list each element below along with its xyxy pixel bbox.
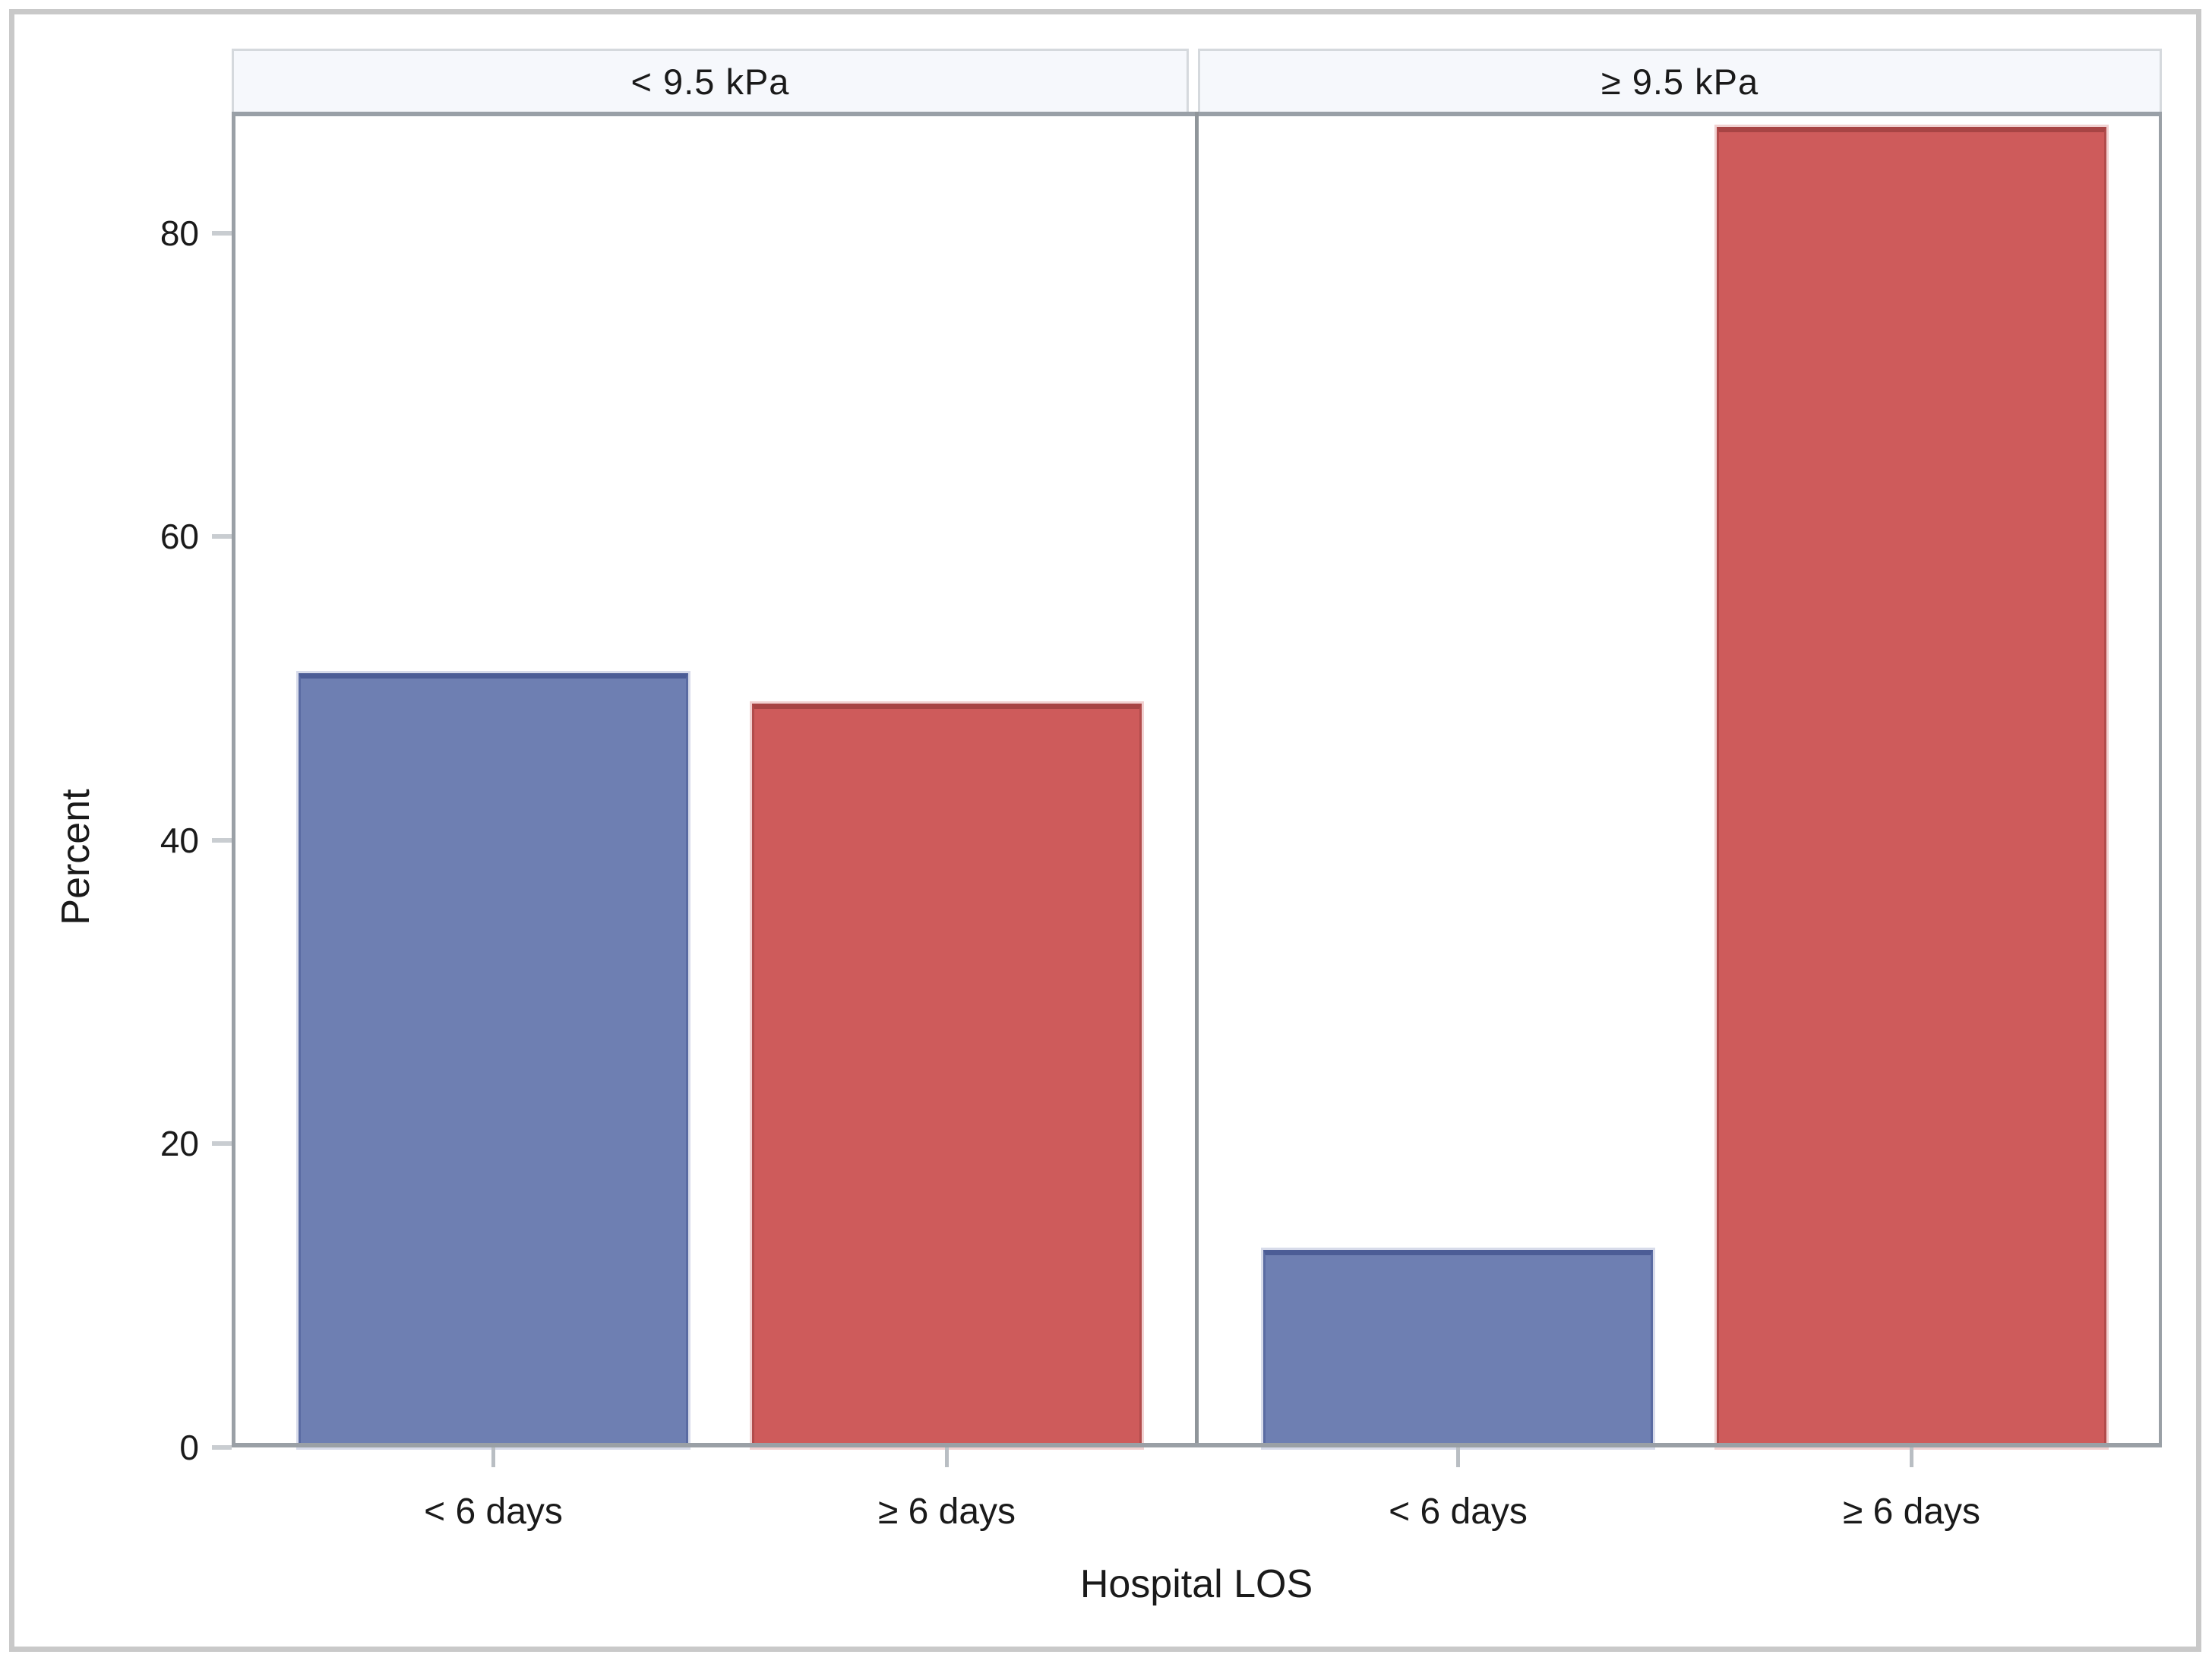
bar-ge95kpa-ge6days bbox=[1717, 127, 2106, 1447]
panel-header-lt-9-5-kpa: < 9.5 kPa bbox=[232, 49, 1189, 112]
y-tick-mark-60 bbox=[212, 534, 232, 539]
y-tick-label-80: 80 bbox=[160, 214, 199, 253]
panel-header-label: ≥ 9.5 kPa bbox=[1601, 61, 1759, 102]
x-tick-mark-ge6days-right bbox=[1909, 1447, 1913, 1467]
x-category-label-ge6days-left: ≥ 6 days bbox=[877, 1492, 1016, 1532]
y-tick-label-0: 0 bbox=[179, 1428, 199, 1467]
y-tick-label-20: 20 bbox=[160, 1124, 199, 1163]
x-axis-line bbox=[232, 1443, 2162, 1447]
x-category-label-lt6days-left: < 6 days bbox=[424, 1492, 563, 1532]
panel-header-label: < 9.5 kPa bbox=[630, 61, 790, 102]
panel-divider-line bbox=[1195, 112, 1199, 1447]
bar-ge95kpa-lt6days bbox=[1263, 1250, 1653, 1447]
panel-header-ge-9-5-kpa: ≥ 9.5 kPa bbox=[1198, 49, 2162, 112]
bar-lt95kpa-ge6days bbox=[752, 704, 1142, 1447]
x-category-label-lt6days-right: < 6 days bbox=[1389, 1492, 1528, 1532]
x-tick-mark-ge6days-left bbox=[944, 1447, 949, 1467]
y-axis-title: Percent bbox=[54, 789, 98, 925]
bar-lt95kpa-lt6days bbox=[299, 673, 688, 1447]
y-tick-mark-40 bbox=[212, 838, 232, 843]
y-tick-label-40: 40 bbox=[160, 821, 199, 860]
x-tick-mark-lt6days-right bbox=[1455, 1447, 1460, 1467]
y-tick-mark-80 bbox=[212, 231, 232, 236]
figure-border bbox=[9, 9, 2201, 1652]
x-tick-mark-lt6days-left bbox=[491, 1447, 495, 1467]
y-tick-label-60: 60 bbox=[160, 517, 199, 556]
y-tick-mark-0 bbox=[212, 1445, 232, 1450]
x-axis-title: Hospital LOS bbox=[1079, 1562, 1313, 1606]
x-category-label-ge6days-right: ≥ 6 days bbox=[1842, 1492, 1981, 1532]
y-tick-mark-20 bbox=[212, 1141, 232, 1146]
